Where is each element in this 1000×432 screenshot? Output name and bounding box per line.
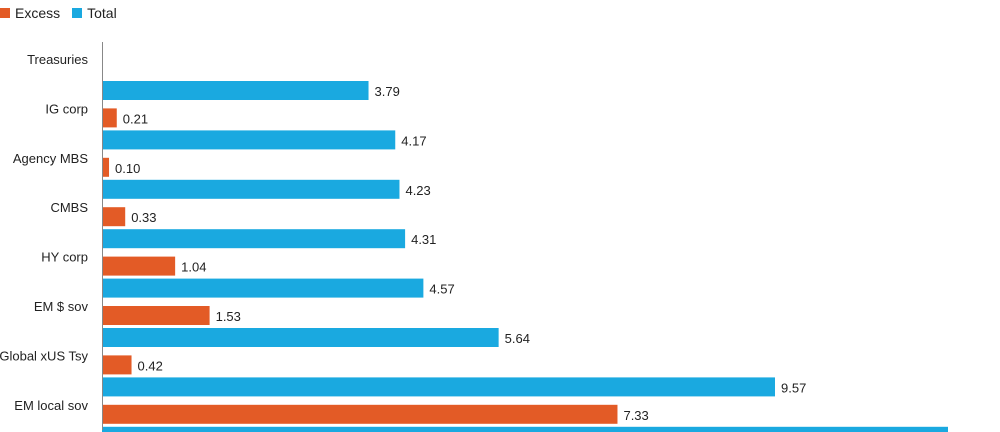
bar-excess bbox=[102, 256, 176, 276]
legend-label-total: Total bbox=[87, 5, 117, 21]
category-label: HY corp bbox=[41, 250, 88, 265]
bar-excess bbox=[102, 306, 210, 325]
data-label-excess: 0.21 bbox=[123, 111, 148, 126]
bar-excess bbox=[102, 404, 618, 424]
data-label-excess: 7.33 bbox=[623, 408, 648, 423]
data-label-excess: 0.33 bbox=[131, 210, 156, 225]
bar-excess bbox=[102, 108, 117, 128]
data-label-excess: 1.53 bbox=[216, 309, 241, 324]
category-label: CMBS bbox=[50, 200, 88, 215]
bar-total bbox=[102, 426, 948, 432]
category-label: Treasuries bbox=[27, 52, 88, 67]
data-label-excess: 0.42 bbox=[138, 358, 163, 373]
legend: Excess Total bbox=[0, 3, 129, 23]
bar-excess bbox=[102, 157, 110, 177]
bar-total bbox=[102, 81, 369, 100]
legend-label-excess: Excess bbox=[15, 5, 61, 21]
data-label-excess: 1.04 bbox=[181, 260, 206, 275]
bar-total bbox=[102, 179, 400, 199]
bar-excess bbox=[102, 207, 126, 227]
bar-total bbox=[102, 130, 396, 150]
bar-total bbox=[102, 278, 424, 298]
data-label-total: 4.17 bbox=[401, 133, 426, 148]
bar-total bbox=[102, 377, 776, 397]
data-label-total: 3.79 bbox=[375, 84, 400, 99]
data-label-total: 5.64 bbox=[505, 331, 530, 346]
bar-total bbox=[102, 229, 406, 249]
data-label-total: 9.57 bbox=[781, 380, 806, 395]
legend-item-excess: Excess bbox=[0, 5, 60, 21]
data-label-total: 4.31 bbox=[411, 232, 436, 247]
legend-swatch-excess bbox=[0, 8, 10, 18]
category-label: EM local sov bbox=[14, 398, 88, 413]
data-label-total: 12.03 bbox=[954, 430, 987, 432]
data-label-total: 4.57 bbox=[429, 282, 454, 297]
legend-swatch-total bbox=[72, 8, 83, 18]
category-label: EM $ sov bbox=[34, 299, 89, 314]
bar-total bbox=[102, 328, 499, 347]
category-label: Agency MBS bbox=[13, 151, 88, 166]
bar-excess bbox=[102, 355, 132, 375]
legend-item-total: Total bbox=[72, 5, 117, 21]
data-label-total: 4.23 bbox=[405, 183, 430, 198]
category-label: Global xUS Tsy bbox=[0, 348, 88, 363]
category-label: IG corp bbox=[45, 101, 88, 116]
data-label-excess: 0.10 bbox=[115, 161, 140, 176]
